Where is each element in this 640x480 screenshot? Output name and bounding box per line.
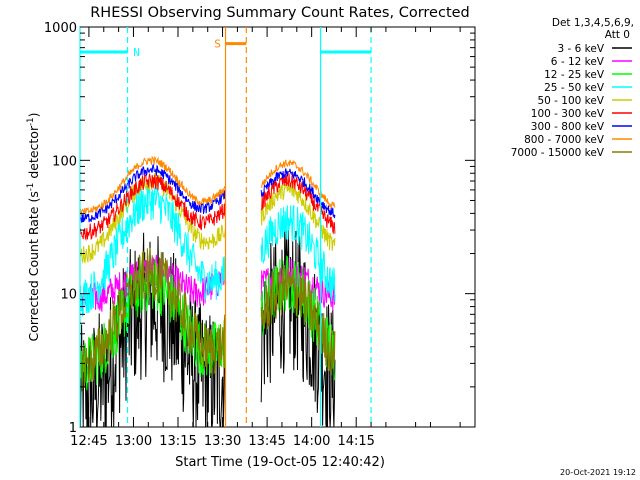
legend-label: 7000 - 15000 keV <box>511 147 605 159</box>
x-tick-label: 14:00 <box>293 434 330 449</box>
legend-label: 800 - 7000 keV <box>524 134 605 146</box>
legend-label: 6 - 12 keV <box>551 56 605 68</box>
chart-title: RHESSI Observing Summary Count Rates, Co… <box>90 5 470 21</box>
x-tick-label: 13:30 <box>204 434 241 449</box>
legend-header: Att 0 <box>605 29 630 41</box>
series-line <box>260 173 336 235</box>
axes: 12:45 13:00 13:15 13:30 13:45 14:00 14:15 1 10 10… <box>44 21 476 449</box>
series-line <box>260 168 336 219</box>
series-line <box>79 181 226 318</box>
series-line <box>260 182 336 251</box>
legend-label: 100 - 300 keV <box>531 108 605 120</box>
x-tick-label: 13:45 <box>248 434 285 449</box>
x-tick-label: 13:00 <box>115 434 152 449</box>
plot-area: NS <box>79 27 372 428</box>
legend-header: Det 1,3,4,5,6,9, <box>552 17 634 29</box>
footer-timestamp: 20-Oct-2021 19:12 <box>560 468 636 477</box>
x-tick-label: 14:15 <box>337 434 374 449</box>
legend-label: 3 - 6 keV <box>557 43 604 55</box>
flag-label: S <box>214 38 221 51</box>
y-axis-label-sup2: -1 <box>26 117 36 125</box>
y-tick-label: 1000 <box>44 21 77 36</box>
legend-label: 50 - 100 keV <box>537 95 604 107</box>
legend-label: 300 - 800 keV <box>531 121 605 133</box>
legend-label: 12 - 25 keV <box>544 69 605 81</box>
series-line <box>79 163 226 223</box>
y-axis-label: Corrected Count Rate (s-1 detector-1) <box>26 113 41 342</box>
series-line <box>79 247 226 392</box>
y-axis-label-sup1: -1 <box>26 183 36 191</box>
y-tick-label: 10 <box>60 288 77 303</box>
x-axis-label: Start Time (19-Oct-05 12:40:42) <box>175 455 385 470</box>
y-axis-label-main: Corrected Count Rate (s <box>26 191 41 341</box>
flag-label: N <box>133 46 140 59</box>
y-tick-label: 1 <box>69 421 77 436</box>
x-tick-label: 13:15 <box>159 434 196 449</box>
y-axis-label-mid: detector <box>26 125 41 183</box>
legend-label: 25 - 50 keV <box>544 82 605 94</box>
y-axis-label-end: ) <box>26 113 41 118</box>
y-tick-label: 100 <box>52 154 77 169</box>
series-line <box>260 204 336 303</box>
series-line <box>79 155 226 216</box>
series-line <box>79 173 226 242</box>
series-line <box>260 263 336 376</box>
series-line <box>260 159 336 209</box>
x-tick-label: 12:45 <box>70 434 107 449</box>
